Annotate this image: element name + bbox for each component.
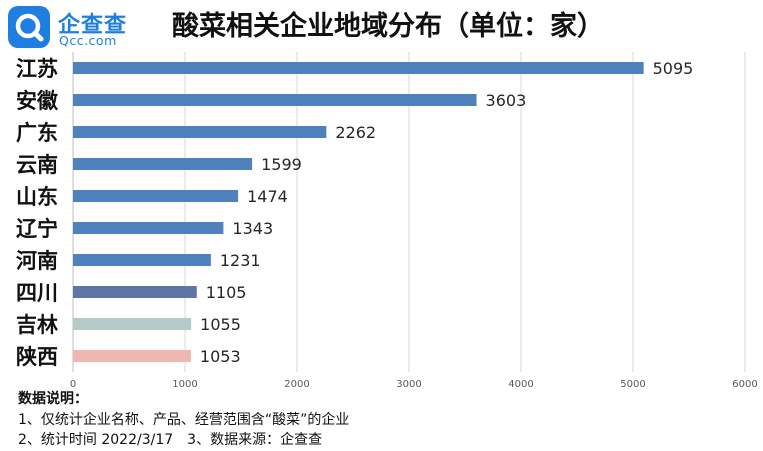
bar [73,318,192,330]
category-label: 广东 [16,121,58,145]
data-label: 1474 [247,187,288,206]
category-label: 安徽 [16,89,59,113]
bar [73,222,224,234]
x-tick-label: 6000 [732,379,757,390]
notes-title: 数据说明： [18,391,88,407]
category-label: 山东 [16,185,58,209]
logo-domain: Qcc.com [59,33,117,48]
category-label: 云南 [16,153,58,177]
notes-line-1: 1、仅统计企业名称、产品、经营范围含“酸菜”的企业 [18,411,350,428]
x-tick-label: 1000 [172,379,197,390]
logo-name: 企查查 [58,13,128,38]
data-label: 1105 [206,283,247,302]
notes-stat-date: 2、统计时间 2022/3/17 [18,432,174,448]
bar-chart: 5095 3603 2262 1599 1474 1343 1231 1105 1055 1053… [16,52,758,390]
data-notes: 数据说明： 1、仅统计企业名称、产品、经营范围含“酸菜”的企业 2、统计时间 2… [18,389,349,451]
bar [73,94,477,106]
category-label: 四川 [16,281,58,305]
data-label: 1053 [200,347,241,366]
x-tick-label: 5000 [620,379,645,390]
category-label: 河南 [16,249,58,273]
data-label: 3603 [486,91,527,110]
qcc-logo: 企查查 Qcc.com [8,6,158,48]
bar [73,350,191,362]
bar [73,158,253,170]
x-tick-label: 4000 [508,379,533,390]
data-label: 1231 [220,251,261,270]
category-label: 吉林 [16,313,58,337]
data-label: 1343 [232,219,273,238]
notes-source: 3、数据来源：企查查 [187,432,323,448]
data-label: 1599 [261,155,302,174]
category-label: 辽宁 [16,217,58,241]
bars [73,62,644,362]
x-tick-labels: 0 1000 2000 3000 4000 5000 6000 [70,379,758,390]
data-labels: 5095 3603 2262 1599 1474 1343 1231 1105 1055 1053 [200,59,693,366]
data-label: 5095 [653,59,694,78]
data-label: 2262 [335,123,376,142]
x-tick-label: 0 [70,379,76,390]
category-label: 江苏 [16,57,58,81]
x-tick-label: 3000 [396,379,421,390]
bar [73,254,211,266]
notes-line-2: 2、统计时间 2022/3/17 3、数据来源：企查查 [18,430,349,451]
bar [73,190,239,202]
data-label: 1055 [200,315,241,334]
x-tick-label: 2000 [284,379,309,390]
bar [73,286,197,298]
qcc-search-logo-icon [8,6,50,48]
bar [73,62,644,74]
chart-title: 酸菜相关企业地域分布（单位：家） [172,11,604,42]
category-label: 陕西 [16,345,58,369]
bar [73,126,327,138]
